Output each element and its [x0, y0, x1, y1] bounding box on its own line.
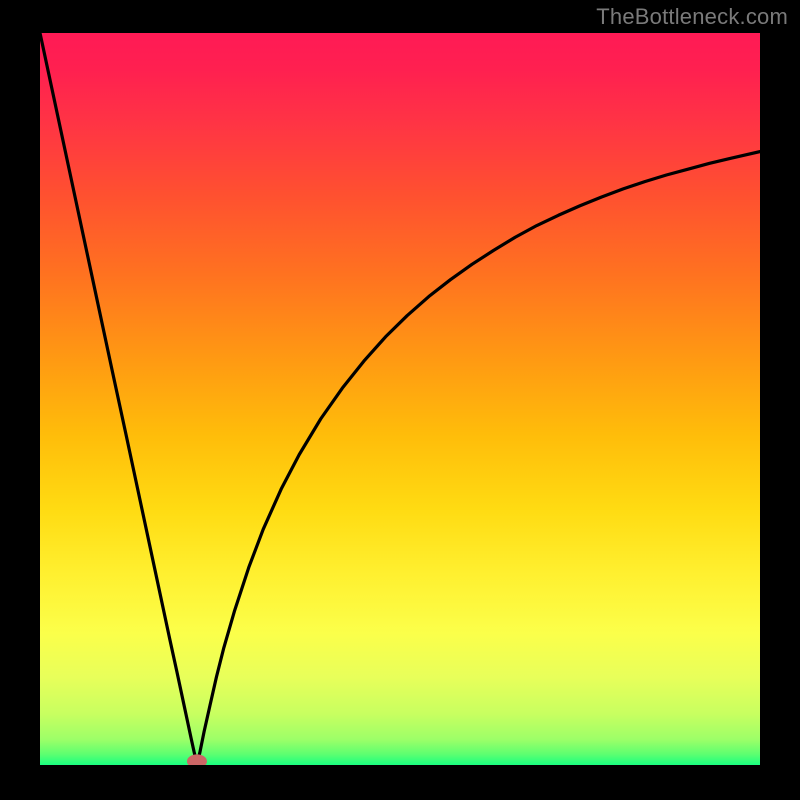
chart-svg	[40, 33, 760, 765]
gradient-background	[40, 33, 760, 765]
chart-container: TheBottleneck.com	[0, 0, 800, 800]
plot-area	[40, 33, 760, 765]
watermark: TheBottleneck.com	[596, 4, 788, 30]
